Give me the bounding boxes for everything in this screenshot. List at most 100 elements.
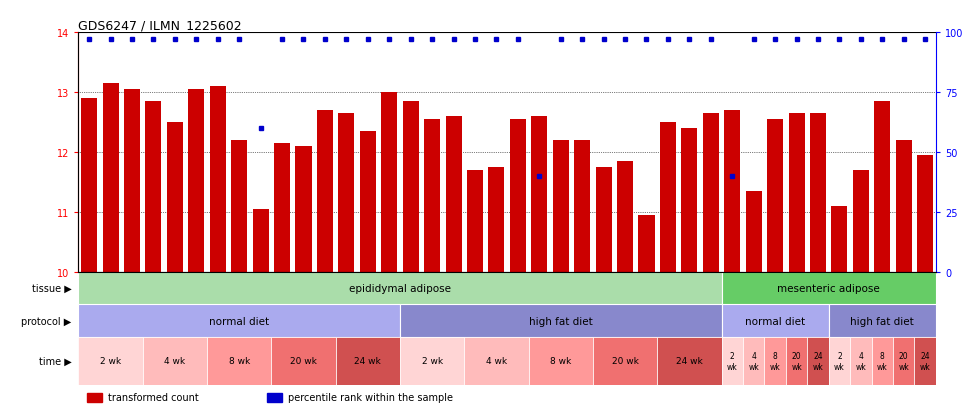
- FancyBboxPatch shape: [335, 337, 400, 385]
- Text: 2
wk: 2 wk: [727, 351, 738, 371]
- FancyBboxPatch shape: [400, 337, 465, 385]
- FancyBboxPatch shape: [914, 337, 936, 385]
- FancyBboxPatch shape: [893, 337, 914, 385]
- Text: 4 wk: 4 wk: [165, 356, 185, 366]
- Text: 2 wk: 2 wk: [100, 356, 122, 366]
- Bar: [360, 132, 376, 272]
- Bar: [574, 140, 590, 272]
- FancyBboxPatch shape: [78, 272, 721, 305]
- Bar: [789, 114, 805, 272]
- Bar: [660, 123, 676, 272]
- Bar: [466, 171, 483, 272]
- FancyBboxPatch shape: [658, 337, 721, 385]
- FancyBboxPatch shape: [465, 337, 528, 385]
- Text: GDS6247 / ILMN_1225602: GDS6247 / ILMN_1225602: [78, 19, 242, 32]
- Text: protocol ▶: protocol ▶: [22, 316, 72, 326]
- Text: high fat diet: high fat diet: [529, 316, 593, 326]
- Bar: [274, 144, 290, 272]
- Text: transformed count: transformed count: [109, 392, 199, 402]
- Bar: [446, 117, 462, 272]
- FancyBboxPatch shape: [764, 337, 786, 385]
- Bar: [81, 99, 97, 272]
- Text: 20
wk: 20 wk: [791, 351, 802, 371]
- Bar: [831, 206, 848, 272]
- Bar: [553, 140, 568, 272]
- FancyBboxPatch shape: [78, 337, 143, 385]
- Bar: [87, 393, 102, 402]
- Text: 20 wk: 20 wk: [612, 356, 639, 366]
- Bar: [295, 147, 312, 272]
- FancyBboxPatch shape: [743, 337, 764, 385]
- Bar: [145, 102, 162, 272]
- FancyBboxPatch shape: [786, 337, 808, 385]
- Bar: [853, 171, 869, 272]
- FancyBboxPatch shape: [721, 305, 829, 337]
- Text: 2 wk: 2 wk: [421, 356, 443, 366]
- Bar: [210, 87, 225, 272]
- Text: 8
wk: 8 wk: [877, 351, 888, 371]
- Bar: [253, 209, 269, 272]
- Bar: [510, 120, 526, 272]
- Text: 4
wk: 4 wk: [749, 351, 760, 371]
- Text: 20 wk: 20 wk: [290, 356, 317, 366]
- FancyBboxPatch shape: [593, 337, 658, 385]
- Text: 24
wk: 24 wk: [812, 351, 823, 371]
- Bar: [488, 167, 505, 272]
- Text: 4 wk: 4 wk: [486, 356, 507, 366]
- Bar: [403, 102, 418, 272]
- FancyBboxPatch shape: [829, 305, 936, 337]
- Bar: [681, 128, 698, 272]
- Text: percentile rank within the sample: percentile rank within the sample: [288, 392, 454, 402]
- Bar: [896, 140, 911, 272]
- Text: 8 wk: 8 wk: [228, 356, 250, 366]
- Bar: [703, 114, 719, 272]
- Text: 2
wk: 2 wk: [834, 351, 845, 371]
- Bar: [267, 393, 282, 402]
- Text: 24 wk: 24 wk: [355, 356, 381, 366]
- Bar: [874, 102, 891, 272]
- Bar: [767, 120, 783, 272]
- Text: time ▶: time ▶: [38, 356, 72, 366]
- Bar: [167, 123, 183, 272]
- Bar: [103, 84, 119, 272]
- Bar: [746, 191, 761, 272]
- Bar: [123, 90, 140, 272]
- FancyBboxPatch shape: [271, 337, 335, 385]
- Text: mesenteric adipose: mesenteric adipose: [777, 283, 880, 293]
- FancyBboxPatch shape: [78, 305, 400, 337]
- Text: normal diet: normal diet: [209, 316, 270, 326]
- Bar: [809, 114, 826, 272]
- Text: normal diet: normal diet: [745, 316, 806, 326]
- FancyBboxPatch shape: [850, 337, 871, 385]
- FancyBboxPatch shape: [829, 337, 850, 385]
- Bar: [638, 215, 655, 272]
- FancyBboxPatch shape: [871, 337, 893, 385]
- FancyBboxPatch shape: [721, 337, 743, 385]
- Text: 8
wk: 8 wk: [769, 351, 780, 371]
- FancyBboxPatch shape: [207, 337, 271, 385]
- Text: tissue ▶: tissue ▶: [31, 283, 72, 293]
- Text: 4
wk: 4 wk: [856, 351, 866, 371]
- Text: 8 wk: 8 wk: [550, 356, 571, 366]
- Bar: [188, 90, 205, 272]
- Bar: [617, 161, 633, 272]
- Bar: [381, 93, 397, 272]
- Text: 24
wk: 24 wk: [920, 351, 931, 371]
- FancyBboxPatch shape: [528, 337, 593, 385]
- Bar: [317, 111, 333, 272]
- Bar: [596, 167, 612, 272]
- FancyBboxPatch shape: [721, 272, 936, 305]
- Bar: [424, 120, 440, 272]
- FancyBboxPatch shape: [143, 337, 207, 385]
- Bar: [917, 156, 933, 272]
- Text: 20
wk: 20 wk: [899, 351, 909, 371]
- Bar: [531, 117, 548, 272]
- Bar: [724, 111, 740, 272]
- Text: epididymal adipose: epididymal adipose: [349, 283, 451, 293]
- Text: 24 wk: 24 wk: [676, 356, 703, 366]
- Bar: [338, 114, 355, 272]
- Bar: [231, 140, 247, 272]
- FancyBboxPatch shape: [400, 305, 721, 337]
- FancyBboxPatch shape: [808, 337, 829, 385]
- Text: high fat diet: high fat diet: [851, 316, 914, 326]
